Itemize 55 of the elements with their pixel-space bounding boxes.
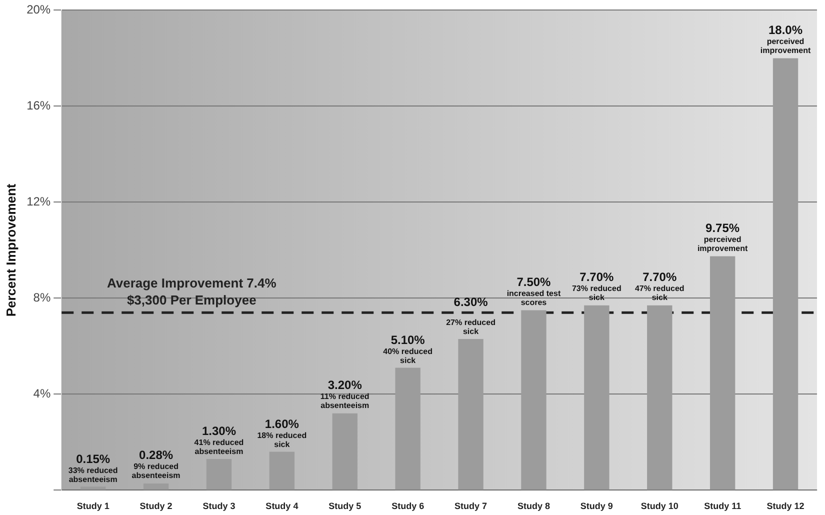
data-label: 1.30% [200,424,237,438]
bar [206,459,232,490]
x-tick-label: Study 5 [328,501,362,512]
annotation: 18% reduced sick [256,430,308,449]
y-tick-label: 4% [33,386,51,401]
annotation: 11% reduced absenteeism [319,392,370,410]
y-tick-label: 8% [33,290,51,305]
x-tick-label: Study 12 [766,501,804,512]
x-tick-label: Study 6 [392,501,424,512]
annotation: 73% reduced sick [570,284,622,302]
data-label: 7.50% [516,275,552,290]
y-axis-title: Percent Improvement [3,183,18,317]
data-label: 6.30% [452,295,489,309]
x-tick-label: Study 7 [454,501,488,512]
bar [710,256,736,490]
x-tick-label: Study 4 [266,501,298,512]
data-label: 5.10% [390,332,426,347]
bar [521,310,546,490]
x-tick-label: Study 1 [76,501,110,512]
annotation: 41% reduced absenteeism [193,438,245,456]
bar [584,305,610,490]
data-label: 7.70% [642,270,678,284]
annotation: perceived improvement [759,37,812,56]
annotation: 47% reduced sick [634,284,686,302]
bar [772,58,798,490]
annotation: 33% reduced absenteeism [67,466,119,484]
data-label: 0.15% [75,452,112,466]
x-tick-label: Study 8 [517,501,550,512]
x-tick-label: Study 2 [140,501,172,512]
bar [80,486,106,490]
annotation: 27% reduced sick [445,318,496,336]
x-tick-label: Study 9 [580,501,613,512]
annotation: increased test scores [506,289,562,308]
data-label: 7.70% [578,270,615,284]
bar [143,483,169,490]
bar [332,413,358,490]
bar [395,368,420,490]
bar [458,339,484,490]
data-label: 0.28% [138,448,174,462]
annotation: perceived improvement [696,235,749,254]
x-tick-label: Study 3 [202,501,236,512]
data-label: 1.60% [264,416,300,431]
ref-line-label: Average Improvement 7.4% $3,300 Per Employee [106,276,277,308]
y-tick-label: 12% [26,194,51,209]
annotation: 40% reduced sick [382,346,434,365]
bar [269,452,295,490]
x-tick-label: Study 11 [704,501,742,512]
y-tick-label: 20% [26,2,51,17]
data-label: 18.0% [768,23,804,38]
annotation: 9% reduced absenteeism [130,462,182,480]
data-label: 9.75% [704,221,741,236]
bar [647,305,672,490]
y-tick-label: 16% [26,98,51,113]
data-label: 3.20% [326,378,363,392]
x-tick-label: Study 10 [640,501,678,512]
